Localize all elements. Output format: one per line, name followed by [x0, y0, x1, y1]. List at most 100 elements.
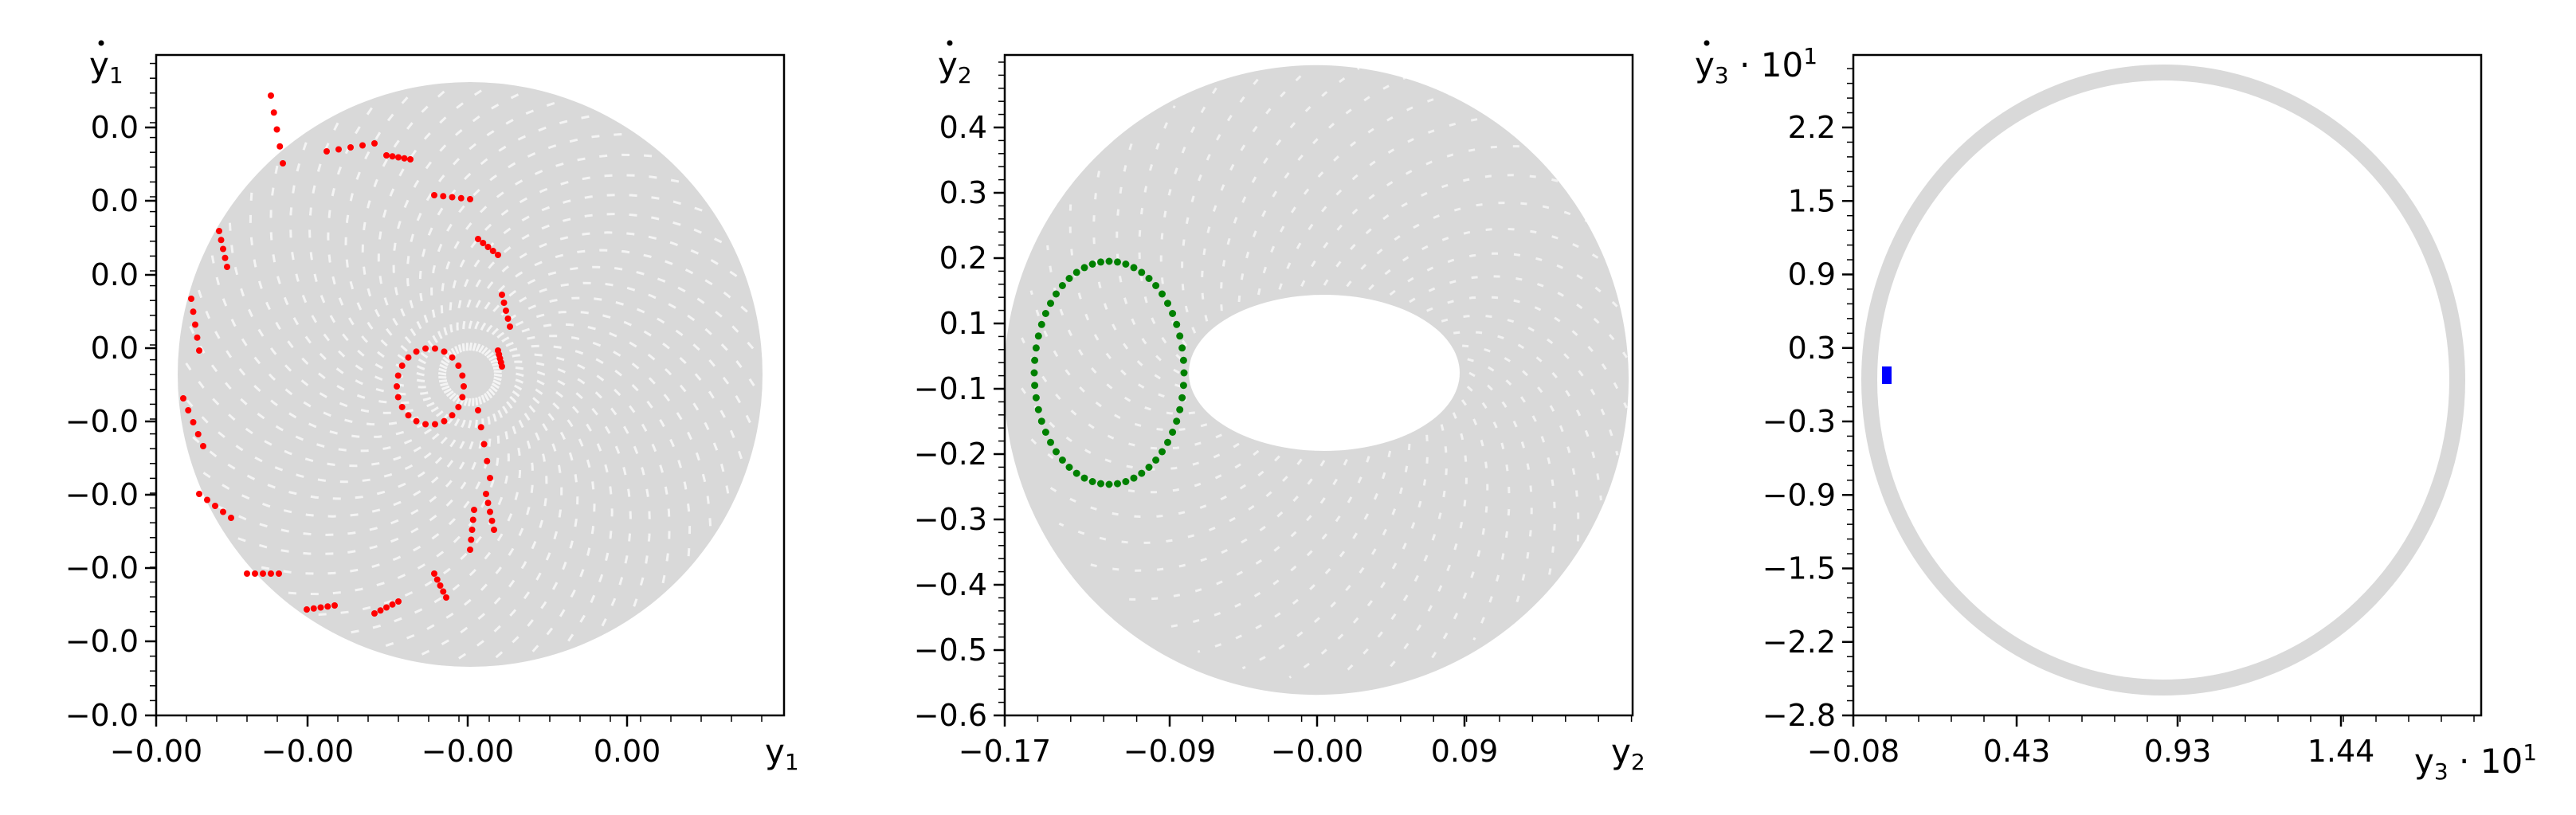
- panel-3: −0.08 0.43 0.93 1.44 −2.8 −2.2 −1.5 −0.9 −0.3 0.…: [1695, 40, 2537, 785]
- panel-2-trajectory-streak: [1019, 385, 1240, 471]
- panel-1-section-point: [331, 602, 338, 609]
- panel-1-trajectory: [178, 82, 763, 667]
- panel-3-x-tick-labels: −0.08 0.43 0.93 1.44: [1807, 734, 2375, 769]
- panel-3-section-point: [1882, 366, 1892, 384]
- panel-1-section-point: [371, 140, 378, 147]
- panel-2-section-point: [1178, 344, 1186, 352]
- panel-2-trajectory-streak: [1409, 275, 1629, 361]
- panel-2-trajectory-streak: [1278, 116, 1493, 290]
- panel-1-trajectory-streak: [406, 101, 555, 364]
- panel-3-y-tick-labels: −2.8 −2.2 −1.5 −0.9 −0.3 0.3 0.9 1.5 2.2: [1762, 110, 1836, 733]
- panel-1-section-point: [468, 536, 475, 543]
- x-tick-label: −0.00: [1271, 734, 1363, 769]
- panel-3-plot-area: [1861, 65, 2465, 695]
- panel-1-trajectory-streak: [492, 366, 632, 627]
- panel-1-trajectory-streak: [490, 353, 671, 584]
- panel-1-section-point: [431, 421, 438, 428]
- panel-1-section-point: [323, 148, 330, 155]
- panel-2-section-point: [1034, 332, 1042, 340]
- y-tick-label: −0.0: [65, 624, 139, 659]
- panel-2-trajectory-streak: [1085, 460, 1326, 572]
- panel-1-section-point: [441, 348, 448, 355]
- panel-1-section-point: [218, 237, 225, 244]
- panel-1-trajectory-streak: [430, 132, 623, 359]
- panel-1-trajectory-streak: [202, 398, 475, 518]
- panel-1-section-point: [483, 491, 489, 497]
- panel-1-trajectory-streak: [308, 122, 448, 383]
- panel-2-section-point: [1164, 438, 1171, 446]
- panel-1-section-point: [389, 601, 396, 608]
- panel-1-section-point: [276, 570, 282, 577]
- panel-1-section-point: [449, 354, 456, 361]
- y-tick-label: 0.0: [91, 257, 139, 292]
- panel-2-trajectory-streak: [1429, 399, 1489, 661]
- panel-2-section-point: [1176, 332, 1184, 340]
- panel-2-frame: [1003, 53, 1634, 717]
- panel-1-trajectory-streak: [188, 325, 462, 453]
- panel-1-section-point: [477, 424, 484, 431]
- panel-1-section-point: [480, 240, 487, 246]
- y-tick-label: −0.3: [1762, 404, 1836, 439]
- panel-2-section-point: [1058, 456, 1066, 464]
- panel-2-trajectory-streak: [1159, 84, 1219, 347]
- panel-2-trajectory-streak: [1021, 337, 1222, 450]
- panel-1-section-point: [431, 570, 437, 577]
- panel-2-section-point: [1105, 257, 1113, 265]
- panel-2-trajectory-annulus: [1005, 65, 1629, 695]
- panel-2-section-point: [1159, 448, 1166, 456]
- panel-2-y-label-dot: [947, 40, 953, 46]
- panel-1-section-point: [204, 496, 210, 503]
- panel-2-section-point: [1130, 474, 1138, 482]
- panel-1-x-axis-label: y1: [765, 732, 799, 775]
- panel-1-section-point: [394, 383, 400, 390]
- panel-2-x-tick-labels: −0.17 −0.09 −0.00 0.09: [959, 734, 1499, 769]
- x-tick-label: −0.09: [1123, 734, 1216, 769]
- panel-1-section-point: [304, 606, 310, 613]
- y-tick-label: −0.6: [914, 698, 987, 733]
- panel-1-section-point: [467, 196, 473, 202]
- panel-1-section-point: [405, 354, 412, 361]
- y-tick-label: −0.9: [1762, 477, 1836, 512]
- panel-1-trajectory-streak: [457, 379, 563, 660]
- y-tick-label: 0.0: [91, 331, 139, 366]
- panel-1-section-point: [488, 517, 496, 524]
- panel-2-section-point: [1032, 344, 1040, 352]
- panel-1-section-point: [499, 292, 505, 298]
- panel-2-section-point: [1030, 369, 1038, 377]
- panel-3-y-axis-label: y3 · 101: [1695, 43, 1817, 88]
- panel-1-section-point: [228, 515, 234, 521]
- panel-1-section-point: [449, 412, 456, 419]
- panel-2-section-point: [1088, 478, 1096, 485]
- panel-1-section-point: [459, 394, 466, 401]
- panel-2-trajectory-streak: [1257, 92, 1452, 296]
- panel-2-section-point: [1114, 258, 1121, 266]
- panel-1-trajectory-streak: [288, 393, 500, 596]
- panel-1-section-point: [440, 588, 447, 595]
- panel-1-trajectory-streak: [344, 96, 447, 376]
- panel-2-section-point: [1058, 282, 1066, 289]
- panel-1-section-point: [469, 516, 476, 523]
- panel-2-section-point: [1122, 261, 1130, 268]
- panel-1-trajectory-streak: [440, 153, 653, 356]
- panel-2-section-point: [1065, 464, 1073, 471]
- panel-1-section-point: [359, 142, 366, 149]
- panel-1-trajectory-streak: [488, 344, 692, 557]
- panel-2-section-point: [1173, 417, 1181, 425]
- panel-1-section-point: [413, 348, 420, 355]
- panel-1-trajectory-streak: [210, 254, 457, 426]
- panel-1-trajectory-streak: [385, 385, 535, 648]
- panel-1-section-point: [220, 508, 226, 515]
- panel-1-trajectory-streak: [475, 281, 755, 387]
- panel-1-trajectory-streak: [261, 394, 492, 575]
- panel-2-trajectory-streak: [1426, 296, 1628, 409]
- panel-1-trajectory-streak: [449, 174, 680, 355]
- panel-2-section-point: [1169, 429, 1177, 436]
- panel-2-section-point: [1179, 356, 1187, 364]
- y-tick-label: 1.5: [1788, 183, 1836, 218]
- panel-2-plot-area: [1005, 65, 1629, 695]
- panel-2-section-point: [1173, 320, 1181, 328]
- panel-1-trajectory-streak: [185, 362, 465, 468]
- panel-1-trajectory-streak: [269, 165, 450, 396]
- panel-1-section-point: [280, 160, 286, 167]
